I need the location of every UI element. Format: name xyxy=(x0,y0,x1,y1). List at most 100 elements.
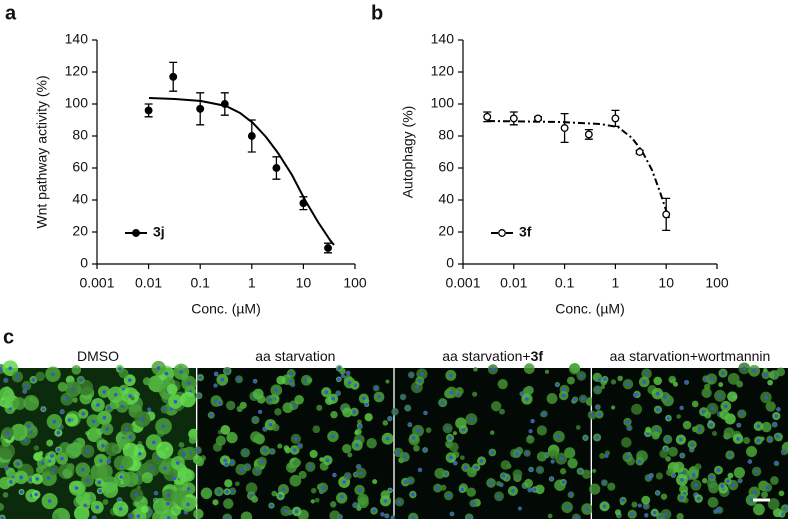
nucleus xyxy=(557,434,561,439)
cell xyxy=(694,463,702,471)
nucleus xyxy=(164,371,169,376)
nucleus xyxy=(71,387,75,392)
nucleus xyxy=(283,509,288,513)
nucleus xyxy=(8,366,13,371)
data-point xyxy=(509,114,518,123)
nucleus xyxy=(420,372,424,376)
data-point xyxy=(247,132,256,140)
y-tick-label: 100 xyxy=(431,95,455,111)
label-text: aa starvation xyxy=(255,348,335,364)
cell xyxy=(316,404,323,411)
nucleus xyxy=(161,424,166,429)
cell xyxy=(12,396,26,410)
nucleus xyxy=(81,467,85,472)
nucleus xyxy=(411,436,416,440)
nucleus xyxy=(127,378,132,382)
cell xyxy=(342,407,353,418)
nucleus xyxy=(56,447,61,452)
cell xyxy=(761,421,772,433)
cell xyxy=(193,508,204,519)
nucleus xyxy=(258,410,262,414)
y-tick-label: 60 xyxy=(72,159,88,175)
cell xyxy=(57,381,68,392)
cell xyxy=(631,501,638,508)
nucleus xyxy=(163,466,167,471)
nucleus xyxy=(569,492,573,497)
legend-label: 3f xyxy=(519,224,532,240)
nucleus xyxy=(117,498,122,502)
cell xyxy=(65,443,81,459)
nucleus xyxy=(565,505,569,510)
nucleus xyxy=(665,437,670,442)
nucleus xyxy=(697,427,702,432)
nucleus xyxy=(294,509,299,514)
nucleus xyxy=(95,505,100,510)
cell xyxy=(497,379,508,390)
data-point xyxy=(584,130,593,139)
y-tick-label: 100 xyxy=(65,95,89,111)
nucleus xyxy=(474,465,479,470)
nucleus xyxy=(223,458,227,463)
cell xyxy=(282,402,294,414)
nucleus xyxy=(356,464,361,469)
cell xyxy=(166,383,178,395)
x-axis-label: Conc. (µM) xyxy=(191,301,261,317)
cell xyxy=(200,487,213,500)
cell xyxy=(156,441,174,459)
nucleus xyxy=(281,487,286,492)
cell xyxy=(0,442,16,460)
nucleus xyxy=(709,377,714,381)
nucleus xyxy=(590,413,595,417)
y-tick-label: 80 xyxy=(438,127,454,143)
nucleus xyxy=(118,507,123,511)
data-point xyxy=(299,199,308,208)
nucleus xyxy=(411,515,416,519)
cell xyxy=(763,367,768,373)
nucleus xyxy=(655,491,660,495)
nucleus xyxy=(694,483,698,487)
cell xyxy=(71,365,82,375)
cell xyxy=(452,431,458,436)
cell xyxy=(723,427,735,439)
y-tick-label: 0 xyxy=(446,255,454,271)
data-point xyxy=(324,244,332,252)
cell xyxy=(142,377,151,386)
nucleus xyxy=(22,389,27,394)
nucleus xyxy=(260,459,264,464)
x-tick-label: 100 xyxy=(343,275,367,291)
cell xyxy=(711,430,718,437)
cell xyxy=(235,481,240,487)
image-label: aa starvation+3f xyxy=(442,348,543,364)
nucleus xyxy=(331,434,335,439)
x-tick-label: 0.1 xyxy=(190,275,210,291)
nucleus xyxy=(644,372,649,376)
x-tick-label: 100 xyxy=(705,275,729,291)
nucleus xyxy=(374,386,378,391)
nucleus xyxy=(423,411,428,415)
nucleus xyxy=(31,377,36,382)
nucleus xyxy=(338,515,342,519)
nucleus xyxy=(298,444,302,448)
cell xyxy=(459,455,465,461)
panel-label: a xyxy=(5,2,17,24)
nucleus xyxy=(602,504,607,509)
nucleus xyxy=(738,478,742,483)
cell xyxy=(761,491,769,499)
nucleus xyxy=(336,391,340,396)
nucleus xyxy=(209,413,214,417)
nucleus xyxy=(377,395,381,399)
nucleus xyxy=(679,437,683,442)
nucleus xyxy=(337,377,341,382)
cell xyxy=(122,471,139,488)
nucleus xyxy=(716,507,721,512)
cell xyxy=(733,467,746,479)
cell xyxy=(226,432,238,444)
nucleus xyxy=(167,516,171,519)
nucleus xyxy=(166,501,170,506)
x-tick-label: 1 xyxy=(612,275,620,291)
image-label: aa starvation+wortmannin xyxy=(610,348,771,364)
nucleus xyxy=(387,416,392,421)
nucleus xyxy=(213,383,218,388)
nucleus xyxy=(642,380,647,384)
nucleus xyxy=(655,391,660,396)
